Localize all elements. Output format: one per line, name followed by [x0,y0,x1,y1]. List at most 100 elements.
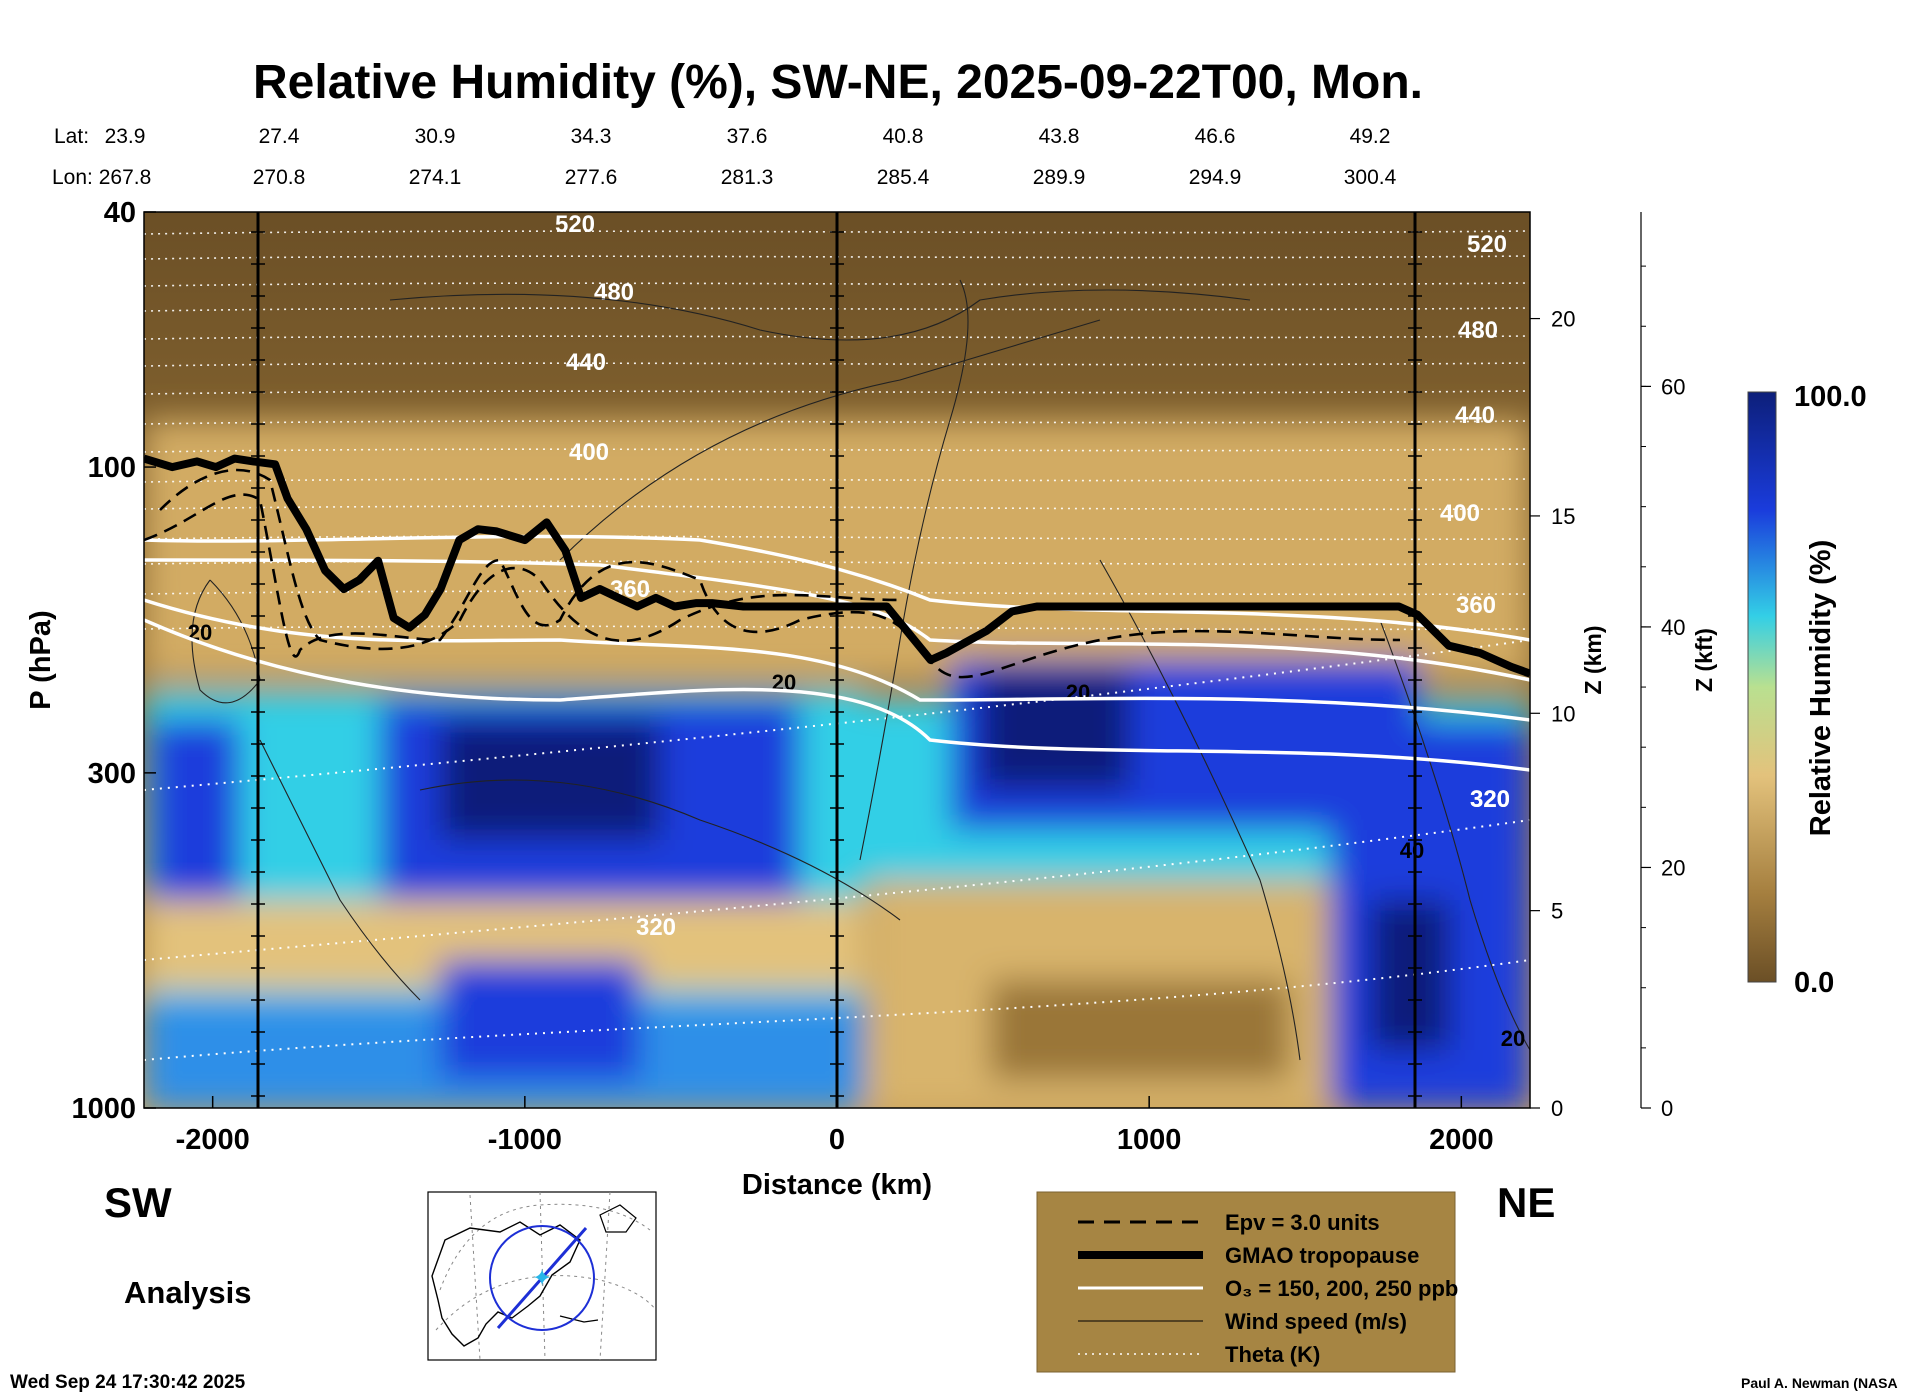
x-axis-label: Distance (km) [742,1169,932,1201]
lon-value: 274.1 [409,166,462,189]
wind-isoline [1099,559,1301,1061]
y-tick-label: 300 [88,758,136,790]
wind-isoline [259,739,421,1001]
wind-isoline [859,279,969,861]
wind-label: 20 [1501,1026,1525,1051]
lon-value: 289.9 [1033,166,1086,189]
wind-isoline [1379,619,1530,1051]
theta-isoline [144,505,1530,511]
z-km-tick-label: 15 [1551,504,1575,529]
colorbar-min: 0.0 [1794,967,1834,999]
colorbar [1747,391,1777,983]
range-circle [489,1225,595,1331]
theta-isoline [144,819,1530,961]
epv-isoline [144,493,1401,679]
legend-item: Theta (K) [1078,1342,1320,1367]
theta-label: 400 [569,439,609,466]
theta-isoline [144,255,1530,260]
legend-label: Theta (K) [1225,1342,1320,1367]
lat-value: 27.4 [259,125,300,148]
theta-isoline [144,478,1530,483]
ozone-isoline [144,618,1530,772]
z-kft-tick-label: 0 [1661,1096,1673,1121]
axes: -2000 -1000 0 1000 2000100030010040051015200… [71,197,1685,1156]
x-tick-label: -1000 [488,1124,562,1156]
theta-label: 520 [555,211,595,238]
theta-isoline [144,535,1530,541]
theta-label: 400 [1440,500,1480,527]
legend-label: Epv = 3.0 units [1225,1210,1380,1235]
theta-label: 440 [566,349,606,376]
z-kft-axis-label: Z (kft) [1691,628,1717,692]
ozone-isoline [144,534,1530,642]
center-marker-icon: ✦ [532,1264,552,1292]
x-tick-label: 2000 [1429,1124,1494,1156]
legend-label: Wind speed (m/s) [1225,1309,1407,1334]
theta-isoline [144,639,1530,791]
theta-isoline [144,335,1530,340]
theta-label: 320 [1470,786,1510,813]
theta-isoline [144,230,1530,235]
legend-label: O₃ = 150, 200, 250 ppb [1225,1276,1458,1301]
x-tick-label: -2000 [176,1124,250,1156]
tropopause-line [144,454,1530,678]
lat-value: 46.6 [1195,125,1236,148]
theta-isoline [144,590,1530,596]
wind-isoline [419,779,901,921]
saturated-core-sw [440,720,660,840]
theta-isoline [144,282,1530,287]
sw-label: SW [104,1179,172,1226]
reference-lines [256,212,1417,1108]
lon-value: 294.9 [1189,166,1242,189]
theta-isoline [144,448,1530,453]
lon-value: 281.3 [721,166,774,189]
y-tick-label: 100 [88,452,136,484]
theta-isoline [144,307,1530,312]
lon-value: 267.8 [99,166,152,189]
coastline [431,1221,581,1347]
credit: Paul A. Newman (NASA [1741,1375,1898,1391]
chart-title: Relative Humidity (%), SW-NE, 2025-09-22… [253,56,1423,109]
theta-isoline [144,959,1530,1061]
legend-item: GMAO tropopause [1078,1243,1419,1268]
theta-label: 320 [1470,786,1510,813]
lat-lon-header: 23.9 27.4 30.9 34.3 37.6 40.8 43.8 46.6 49.2 267.… [99,125,1397,189]
theta-isoline [144,390,1530,395]
inset-map: ✦ [427,1191,657,1361]
legend: Epv = 3.0 units GMAO tropopause O₃ = 150, … [1036,1191,1458,1373]
saturated-column-ne [1370,900,1450,1050]
epv-isoline [159,468,901,651]
theta-label: 480 [1458,317,1498,344]
theta-isoline [144,420,1530,425]
wind-isoline [389,289,1251,341]
reference-ticks [251,231,1422,1097]
lon-value: 277.6 [565,166,618,189]
section-line [496,1227,588,1329]
theta-label: 320 [636,914,676,941]
saturated-core-ne [980,670,1130,790]
z-km-tick-label: 20 [1551,307,1575,332]
x-tick-label: 1000 [1117,1124,1182,1156]
z-kft-tick-label: 60 [1661,374,1685,399]
y-axis-label: P (hPa) [25,610,57,709]
y-tick-label: 1000 [71,1093,136,1125]
theta-label: 520 [1467,231,1507,258]
theta-label: 440 [1455,402,1495,429]
legend-item: O₃ = 150, 200, 250 ppb [1078,1276,1458,1301]
lat-value: 34.3 [571,125,612,148]
humid-column-sw [150,720,240,900]
legend-item: Epv = 3.0 units [1078,1210,1380,1235]
z-km-tick-label: 0 [1551,1096,1563,1121]
lon-value: 270.8 [253,166,306,189]
very-dry-pocket [990,980,1290,1080]
z-km-axis-label: Z (km) [1580,626,1606,695]
theta-isoline [144,625,1530,631]
theta-label: 360 [1456,592,1496,619]
x-tick-label: 0 [829,1124,845,1156]
lat-value: 43.8 [1039,125,1080,148]
y-tick-label: 40 [104,197,136,229]
z-kft-tick-label: 40 [1661,615,1685,640]
lon-value: 300.4 [1344,166,1397,189]
lon-label: Lon: [52,166,93,189]
wind-label: 20 [1066,680,1090,705]
